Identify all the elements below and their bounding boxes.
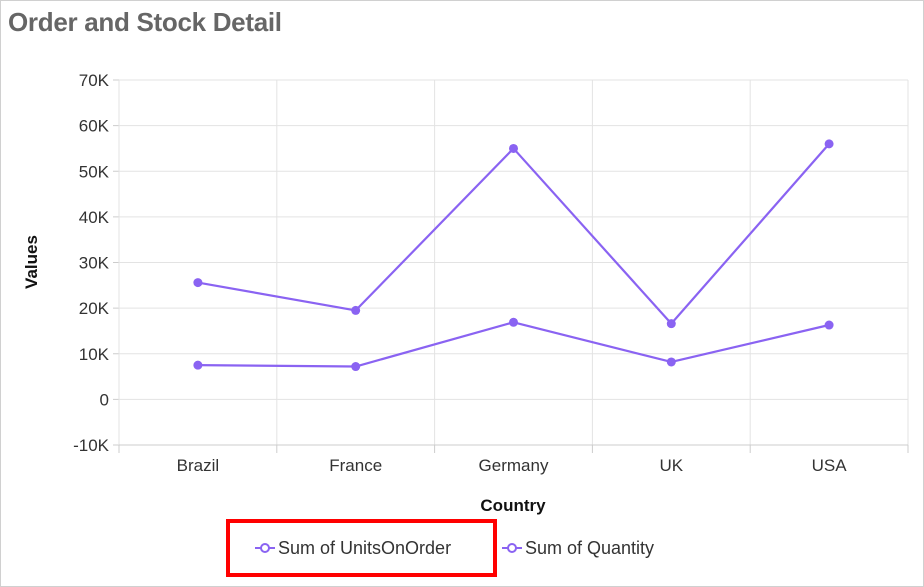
x-tick-label: USA [812, 456, 848, 475]
y-axis-title: Values [22, 235, 41, 289]
data-point [509, 143, 518, 153]
y-tick-label: 40K [79, 208, 110, 227]
y-tick-label: 20K [79, 299, 110, 318]
data-point [666, 357, 676, 367]
data-point [193, 360, 203, 370]
legend-marker-icon [507, 543, 517, 553]
data-point [509, 317, 518, 327]
y-tick-label: 50K [79, 162, 110, 181]
data-point [824, 320, 834, 330]
series-line-1 [197, 321, 830, 368]
legend-label: Sum of UnitsOnOrder [278, 538, 451, 558]
x-tick-label: Germany [479, 456, 549, 475]
y-axis-ticks: -10K 0 10K 20K 30K 40K 50K 60K 70K [73, 71, 110, 455]
y-tick-label: 10K [79, 345, 110, 364]
x-tick-label: Brazil [177, 456, 220, 475]
legend-highlight-box [226, 519, 497, 577]
data-point [351, 362, 361, 372]
x-axis-ticks: Brazil France Germany UK USA [177, 456, 848, 475]
series-lines [197, 143, 830, 368]
y-tick-label: 70K [79, 71, 110, 90]
y-tick-label: -10K [73, 436, 110, 455]
data-point [824, 139, 834, 149]
x-tick-label: UK [659, 456, 683, 475]
series-points [193, 139, 834, 372]
data-point [193, 278, 203, 288]
y-tick-label: 60K [79, 117, 110, 136]
legend-marker-icon [260, 543, 270, 553]
chart-title: Order and Stock Detail [8, 7, 282, 37]
legend-label: Sum of Quantity [525, 538, 654, 558]
legend: Sum of UnitsOnOrder Sum of Quantity [255, 538, 654, 558]
x-axis-title: Country [480, 496, 546, 515]
y-tick-label: 30K [79, 254, 110, 273]
data-point [666, 319, 676, 329]
grid [113, 79, 909, 453]
data-point [351, 305, 361, 315]
y-tick-label: 0 [100, 390, 109, 409]
x-tick-label: France [329, 456, 382, 475]
